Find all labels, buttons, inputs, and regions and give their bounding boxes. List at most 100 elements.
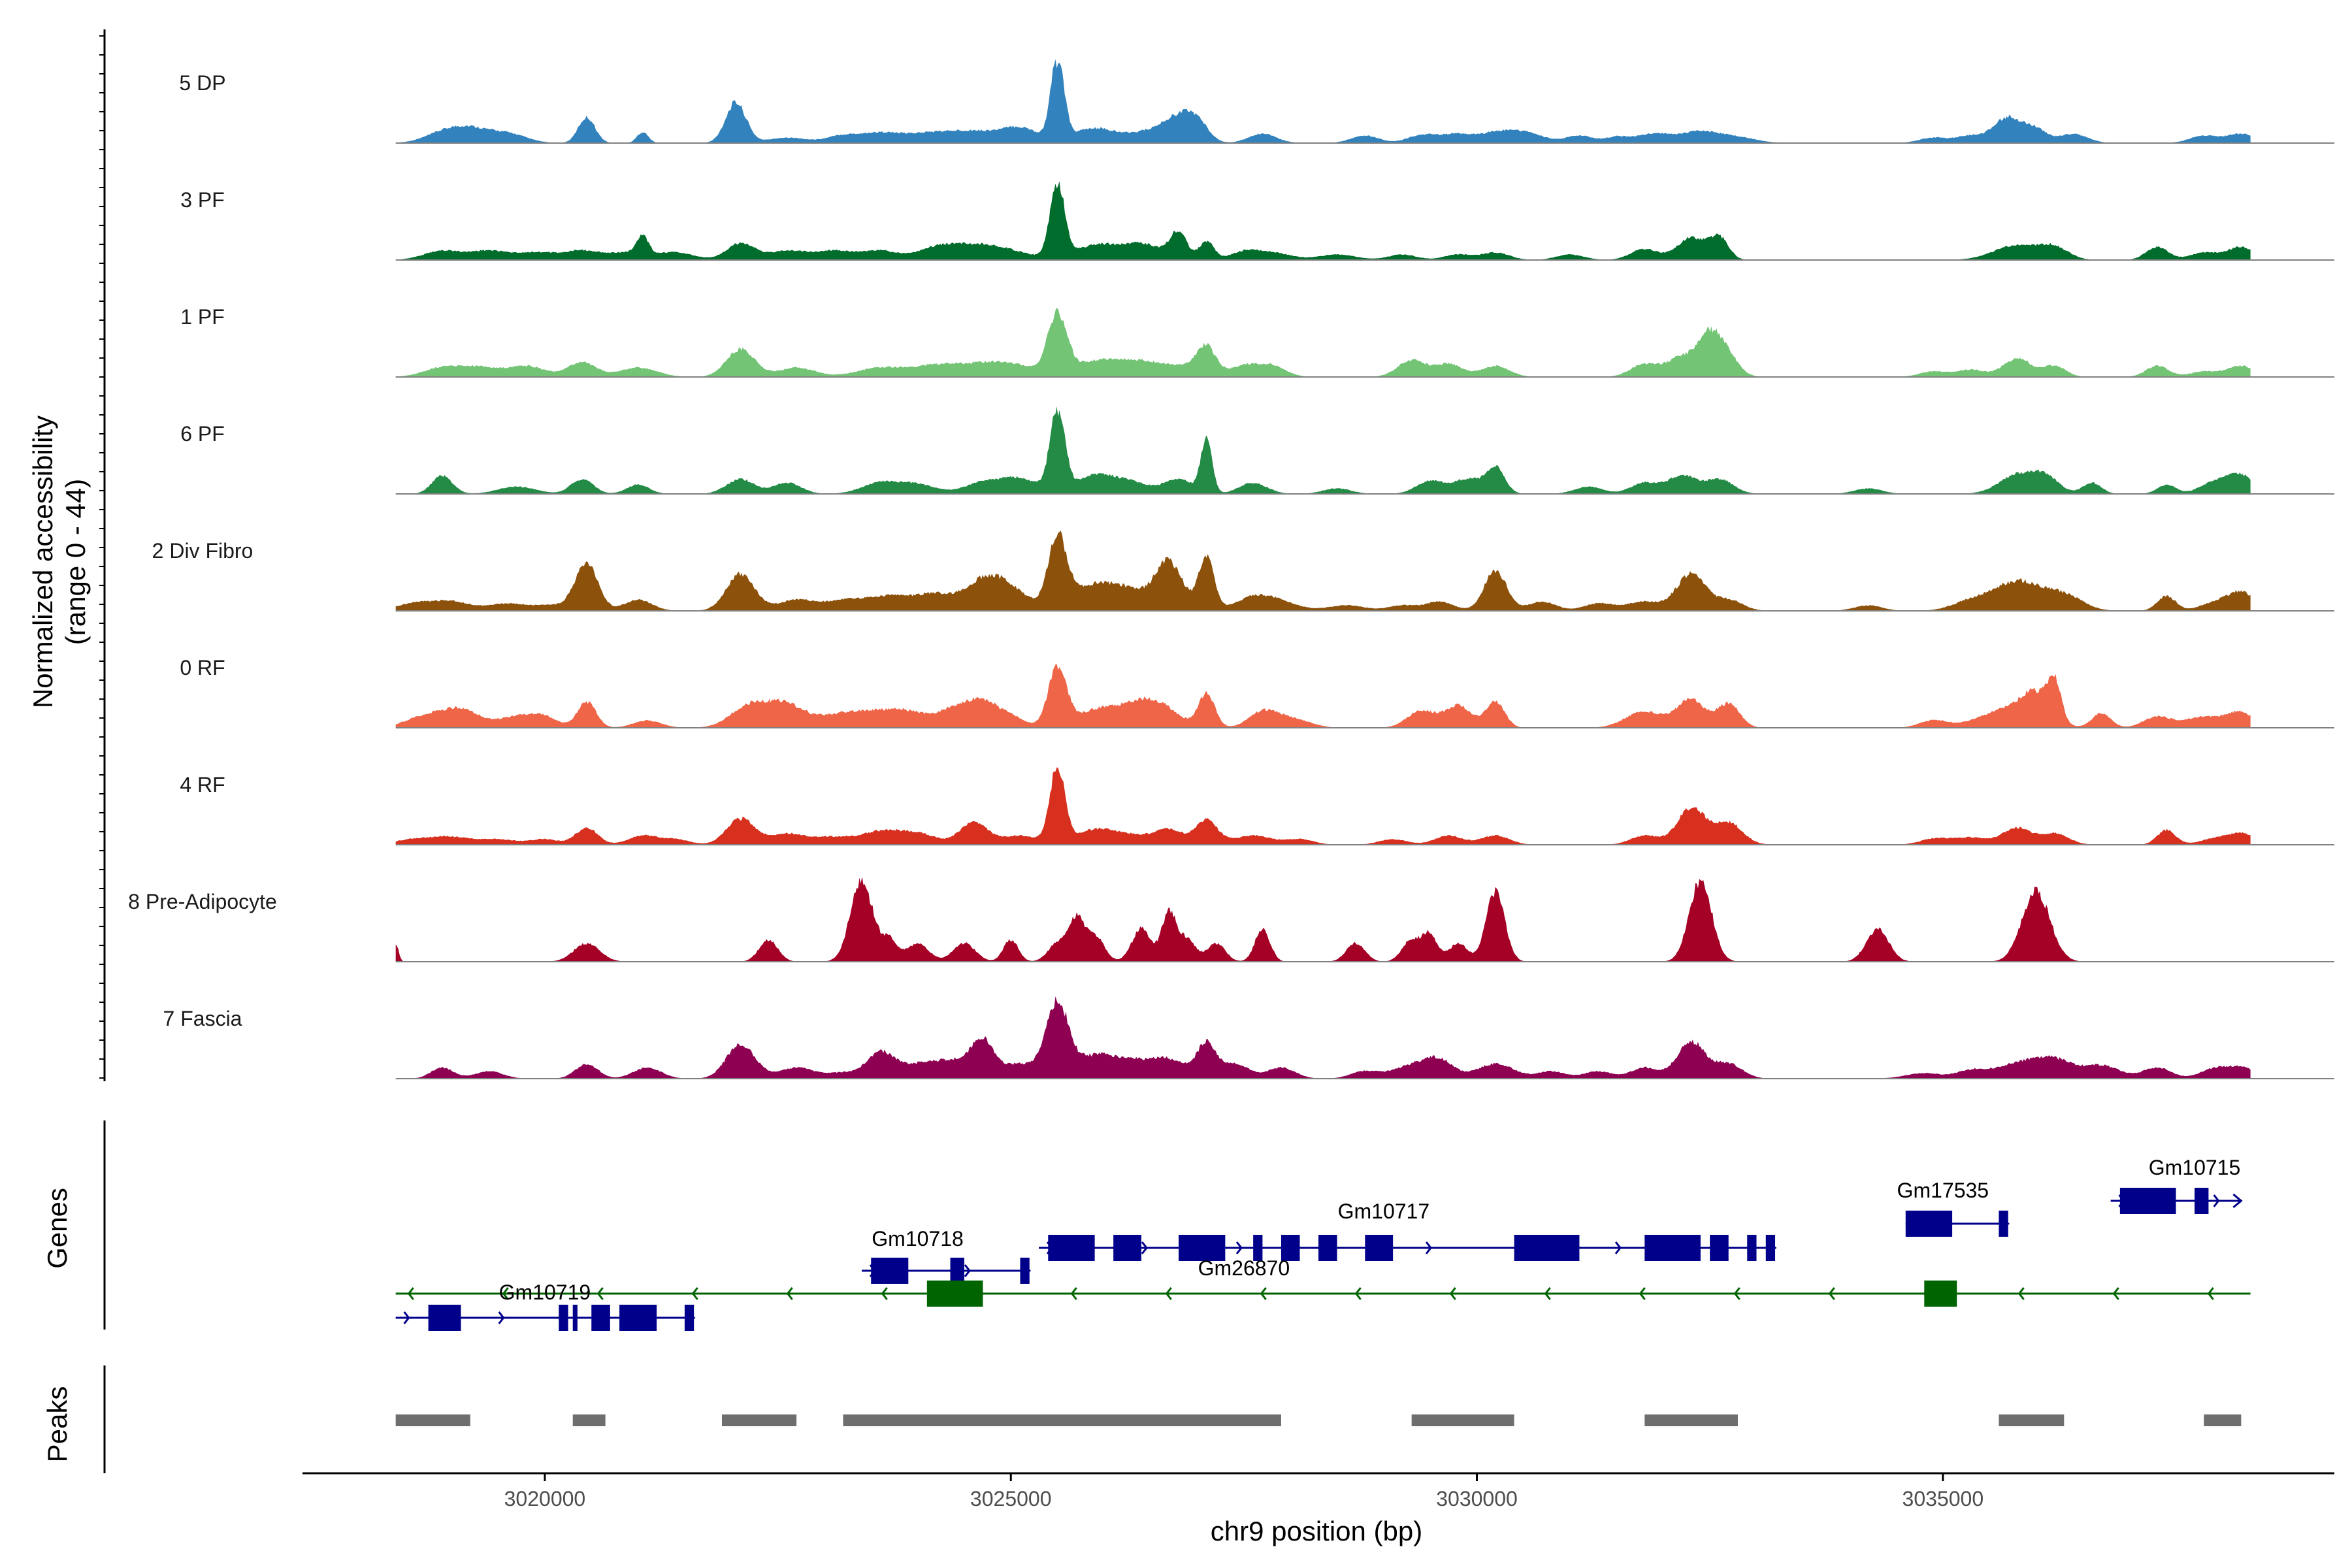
- genes-panel-label: Genes: [42, 1188, 73, 1269]
- track-label: 1 PF: [180, 305, 225, 329]
- track-label: 8 Pre-Adipocyte: [128, 890, 277, 913]
- strand-arrow: [786, 1287, 793, 1300]
- gene-name: Gm17535: [1897, 1179, 1989, 1202]
- y-axis: [99, 29, 106, 1473]
- coverage-area: [395, 59, 2251, 143]
- strand-arrow: [1070, 1287, 1077, 1300]
- coverage-area: [395, 767, 2251, 845]
- strand-arrow: [691, 1287, 698, 1300]
- x-tick-label: 3025000: [970, 1487, 1052, 1511]
- gene-exon: [1365, 1235, 1394, 1261]
- peaks-panel-label: Peaks: [42, 1386, 73, 1463]
- strand-arrow: [502, 1287, 509, 1300]
- peak-region: [843, 1414, 1281, 1426]
- gene-exon: [1747, 1235, 1757, 1261]
- gene-exon: [572, 1305, 578, 1331]
- y-axis-subtitle: (range 0 - 44): [60, 479, 91, 645]
- coverage-area: [395, 308, 2251, 377]
- track-5-dp: 5 DP: [179, 59, 2334, 144]
- gene-exon: [950, 1258, 964, 1284]
- x-axis-title: chr9 position (bp): [1211, 1516, 1423, 1546]
- track-label: 7 Fascia: [163, 1007, 242, 1030]
- strand-arrow: [1639, 1287, 1646, 1300]
- gene-gm17535: Gm17535: [1897, 1179, 2010, 1237]
- strand-arrow: [2207, 1287, 2214, 1300]
- gene-exon: [1048, 1235, 1095, 1261]
- gene-exon: [926, 1281, 983, 1307]
- strand-arrow: [1354, 1287, 1362, 1300]
- track-1-pf: 1 PF: [180, 305, 2334, 378]
- gene-name: Gm10717: [1338, 1200, 1430, 1223]
- strand-arrow: [1544, 1287, 1551, 1300]
- strand-arrow: [881, 1287, 888, 1300]
- gene-exon: [871, 1258, 909, 1284]
- track-6-pf: 6 PF: [180, 406, 2334, 495]
- strand-arrow: [2213, 1194, 2220, 1207]
- gene-exon: [1765, 1235, 1776, 1261]
- peak-region: [572, 1414, 606, 1426]
- gene-exon: [1710, 1235, 1729, 1261]
- gene-exon: [1253, 1235, 1263, 1261]
- coverage-area: [395, 531, 2251, 611]
- gene-exon: [559, 1305, 568, 1331]
- gene-exon: [1318, 1235, 1337, 1261]
- strand-arrow: [2112, 1287, 2119, 1300]
- gene-exon: [1179, 1235, 1226, 1261]
- strand-arrow: [1449, 1287, 1456, 1300]
- y-axis-title: Normalized accessibility: [27, 416, 58, 708]
- strand-arrow: [1235, 1241, 1243, 1254]
- strand-arrow: [1733, 1287, 1740, 1300]
- gene-exon: [1999, 1211, 2008, 1237]
- peak-region: [2204, 1414, 2242, 1426]
- coverage-area: [395, 181, 2251, 260]
- peak-region: [1999, 1414, 2065, 1426]
- track-label: 3 PF: [180, 188, 225, 212]
- coverage-area: [395, 877, 2251, 962]
- track-label: 5 DP: [179, 71, 225, 95]
- track-label: 2 Div Fibro: [152, 539, 253, 563]
- track-label: 6 PF: [180, 422, 225, 446]
- gene-exon: [1020, 1258, 1030, 1284]
- gene-exon: [619, 1305, 657, 1331]
- gene-exon: [684, 1305, 694, 1331]
- peak-region: [1411, 1414, 1514, 1426]
- gene-exon: [1644, 1235, 1701, 1261]
- gene-exon: [2195, 1188, 2209, 1214]
- gene-exon: [1281, 1235, 1300, 1261]
- x-tick-label: 3020000: [504, 1487, 586, 1511]
- gene-track: Gm10718 Gm10717 Gm17535 Gm10715 Gm26870 Gm107…: [395, 1156, 2251, 1331]
- gene-gm10719: Gm10719: [395, 1281, 696, 1331]
- strand-arrow: [1828, 1287, 1835, 1300]
- gene-exon: [1924, 1281, 1957, 1307]
- coverage-area: [395, 996, 2251, 1079]
- coverage-area: [395, 664, 2251, 728]
- track-2-div-fibro: 2 Div Fibro: [152, 531, 2334, 612]
- gene-gm10717: Gm10717: [1039, 1200, 1777, 1261]
- strand-arrow: [2232, 1193, 2243, 1209]
- track-8-pre-adipocyte: 8 Pre-Adipocyte: [128, 877, 2334, 962]
- track-0-rf: 0 RF: [180, 656, 2334, 728]
- gene-exon: [591, 1305, 610, 1331]
- track-4-rf: 4 RF: [180, 767, 2334, 845]
- peak-region: [721, 1414, 797, 1426]
- x-axis: 3020000 3025000 3030000 3035000: [302, 1472, 2334, 1511]
- track-3-pf: 3 PF: [180, 181, 2334, 261]
- coverage-tracks: 5 DP 3 PF 1 PF 6 PF 2 Div Fibro 0 RF 4 RF 8 Pre…: [128, 59, 2334, 1079]
- strand-arrow: [1425, 1241, 1432, 1254]
- gene-gm26870: Gm26870: [395, 1256, 2251, 1307]
- gene-name: Gm26870: [1198, 1256, 1290, 1280]
- strand-arrow: [407, 1287, 414, 1300]
- x-tick-label: 3030000: [1436, 1487, 1518, 1511]
- gene-exon: [428, 1305, 461, 1331]
- gene-gm10718: Gm10718: [861, 1227, 1032, 1284]
- gene-exon: [1905, 1211, 1953, 1237]
- strand-arrow: [1260, 1287, 1267, 1300]
- gene-name: Gm10715: [2149, 1156, 2241, 1179]
- gene-gm10715: Gm10715: [2110, 1156, 2243, 1214]
- peak-region: [1644, 1414, 1738, 1426]
- peak-region: [395, 1414, 470, 1426]
- coverage-area: [395, 406, 2251, 494]
- strand-arrow: [1614, 1241, 1622, 1254]
- gene-exon: [1514, 1235, 1580, 1261]
- strand-arrow: [403, 1311, 410, 1324]
